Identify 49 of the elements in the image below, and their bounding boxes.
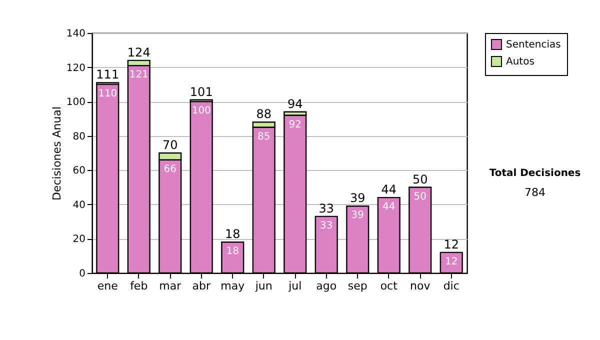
total-label: 18 [224, 227, 240, 242]
x-tick-label: nov [410, 280, 431, 292]
y-tick-label: 0 [79, 268, 86, 280]
x-tick-label: oct [380, 280, 398, 292]
data-label: 12 [445, 256, 458, 268]
x-tick-label: ago [316, 280, 337, 292]
data-label: 110 [98, 88, 118, 100]
x-tick-label: sep [348, 280, 368, 292]
y-axis-title: Decisiones Anual [50, 106, 64, 201]
data-label: 50 [414, 191, 426, 202]
x-tick-label: dic [443, 280, 460, 292]
total-label: 39 [350, 191, 366, 206]
x-tick-label: feb [130, 280, 148, 292]
text: Total Decisiones [489, 168, 581, 179]
total-label: 88 [256, 107, 272, 122]
data-label: 33 [320, 220, 333, 232]
x-tick-label: may [220, 280, 246, 292]
y-tick-label: 120 [66, 62, 86, 74]
text: 784 [524, 186, 546, 199]
x-tick-label: ene [97, 280, 118, 292]
total-label: 124 [127, 45, 150, 60]
total-label: 12 [444, 237, 460, 252]
x-tick-label: abr [192, 280, 211, 292]
y-tick-label: 40 [72, 200, 86, 211]
total-label: 101 [190, 84, 213, 99]
x-tick-label: mar [159, 280, 182, 292]
data-label: 44 [382, 202, 396, 213]
y-tick-label: 80 [72, 131, 86, 142]
data-label: 39 [351, 210, 364, 222]
x-tick-label: jun [254, 280, 272, 292]
y-tick-label: 60 [72, 166, 86, 177]
total-label: 111 [96, 68, 120, 82]
legend-label: Autos [506, 56, 534, 68]
data-label: 100 [192, 106, 211, 117]
total-label: 50 [412, 172, 428, 186]
data-label: 121 [129, 70, 148, 81]
y-tick-label: 140 [66, 28, 86, 40]
x-tick-label: jul [288, 280, 302, 292]
y-tick-label: 100 [66, 97, 86, 108]
total-label: 44 [381, 182, 397, 197]
total-label: 33 [318, 201, 334, 216]
data-label: 85 [258, 131, 270, 142]
legend-label: Sentencias [506, 40, 561, 50]
y-tick-label: 20 [72, 234, 86, 246]
data-label: 66 [164, 164, 176, 175]
data-label: 18 [226, 246, 239, 258]
total-label: 94 [287, 96, 303, 111]
data-label: 92 [288, 119, 302, 130]
total-label: 70 [162, 138, 178, 152]
